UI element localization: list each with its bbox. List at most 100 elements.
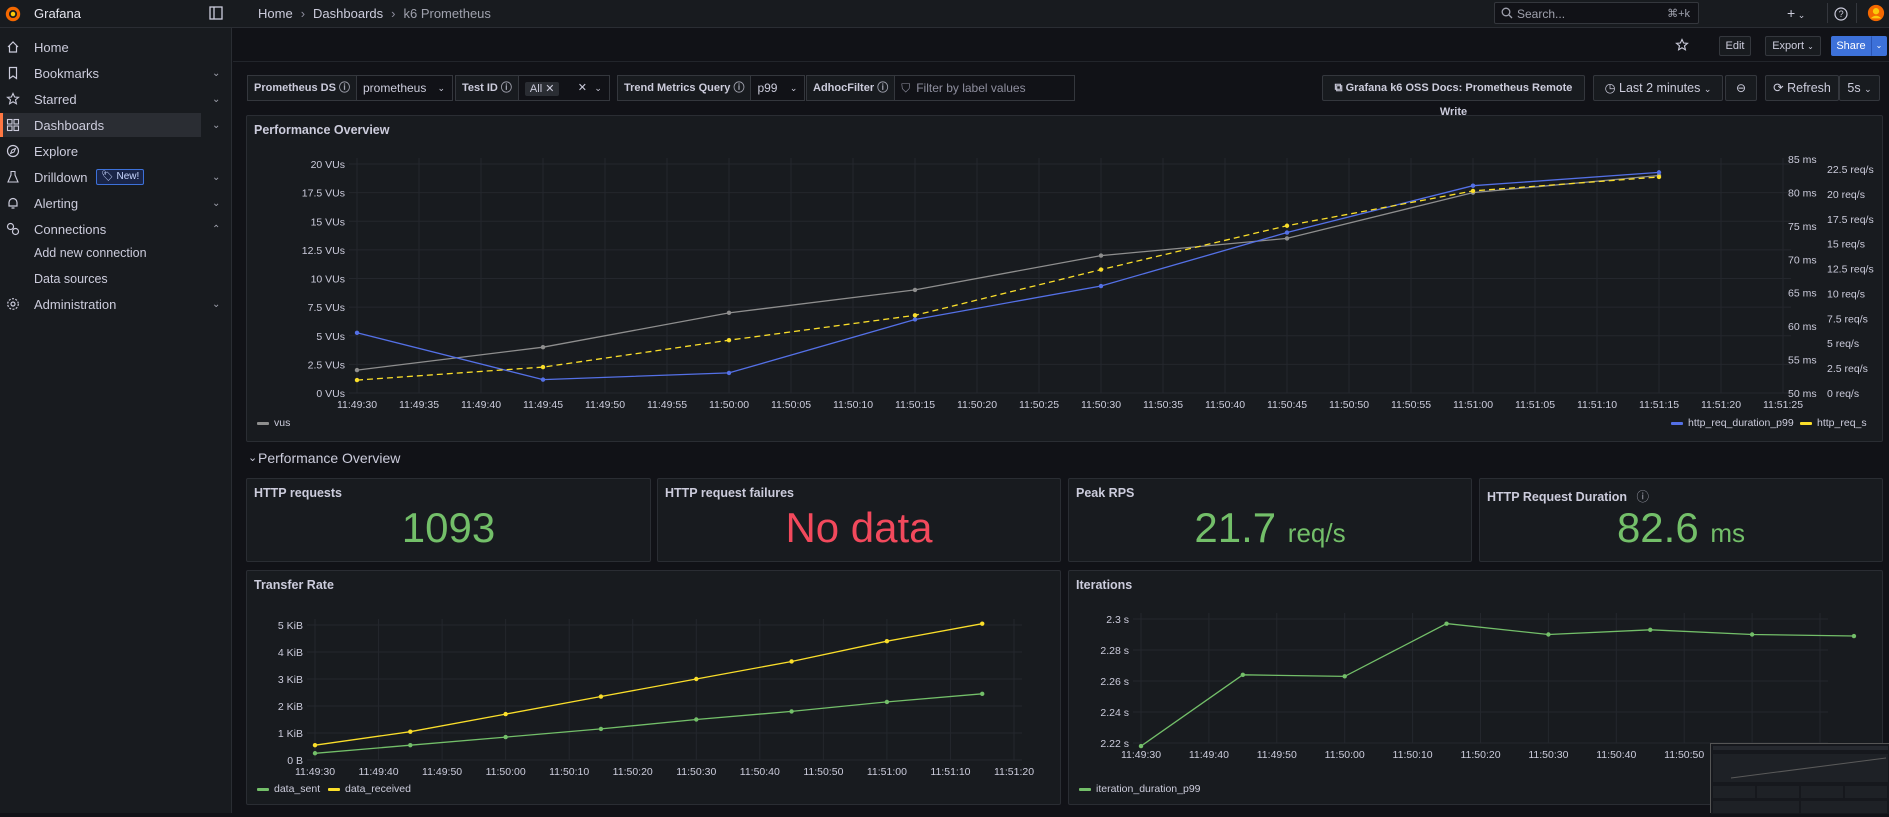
legend-iteration-duration[interactable]: iteration_duration_p99 [1079, 783, 1201, 795]
variable-label: Trend Metrics Query ⓘ [617, 75, 752, 101]
stat-panel-http-failures: HTTP request failures No data [657, 478, 1061, 562]
sidebar-item-administration[interactable]: Administration ⌄ [0, 292, 220, 316]
legend-http-req-s[interactable]: http_req_s [1800, 417, 1867, 429]
refresh-interval-select[interactable]: 5s ⌄ [1839, 75, 1880, 101]
data-point [354, 330, 360, 336]
compass-icon [6, 144, 20, 158]
series-line-vus [356, 174, 1660, 371]
performance-overview-chart: 0 VUs 2.5 VUs 5 VUs 7.5 VUs 10 VUs 12.5 VUs 15… [302, 154, 1874, 411]
x-tick-label: 11:50:50 [1664, 749, 1704, 761]
row-collapse-chevron-icon[interactable]: ⌄ [248, 452, 258, 464]
test-id-select[interactable]: All ✕ ✕ ⌄ [518, 75, 610, 101]
legend-http-req-duration[interactable]: http_req_duration_p99 [1671, 417, 1794, 429]
chevron-down-icon[interactable]: ⌄ [212, 93, 221, 105]
sidebar-item-label: Explore [34, 143, 79, 159]
series-line-iteration-duration-p99 [1140, 622, 1855, 747]
stat-panel-peak-rps: Peak RPS 21.7 req/s [1068, 478, 1472, 562]
panel-title: HTTP Request Duration ⓘ [1487, 490, 1650, 504]
zoom-out-icon[interactable]: ⊖ [1725, 75, 1757, 101]
adhoc-filter-input[interactable]: ⛉ Filter by label values [895, 75, 1076, 101]
refresh-icon: ⟳ [1773, 81, 1784, 95]
x-tick-label: 11:49:40 [358, 766, 398, 778]
x-tick-label: 11:51:20 [1701, 399, 1741, 411]
y-tick-label-right: 75 ms [1788, 221, 1817, 233]
new-plus-icon[interactable]: + ⌄ [1787, 5, 1806, 21]
x-tick-label: 11:49:50 [585, 399, 625, 411]
grafana-logo-icon[interactable] [4, 5, 22, 23]
chevron-down-icon[interactable]: ⌄ [212, 298, 221, 310]
legend-swatch [328, 787, 340, 791]
y-tick-label-right: 5 req/s [1827, 338, 1859, 350]
search-input[interactable]: Search... ⌘+k [1494, 2, 1699, 24]
y-tick-label: 2 KiB [278, 701, 303, 713]
data-point [312, 751, 318, 756]
bookmark-icon [8, 66, 18, 80]
info-icon: ⓘ [877, 82, 889, 94]
star-icon[interactable] [1675, 38, 1689, 52]
share-button[interactable]: Share [1831, 36, 1871, 56]
legend-data-received[interactable]: data_received [328, 783, 411, 795]
x-tick-label: 11:50:30 [1081, 399, 1121, 411]
data-point [1098, 267, 1104, 272]
docs-link-button[interactable]: ⧉ Grafana k6 OSS Docs: Prometheus Remote… [1322, 75, 1585, 118]
sidebar-item-alerting[interactable]: Alerting ⌄ [0, 191, 220, 215]
chevron-down-icon: ⌄ [789, 83, 798, 93]
filter-icon: ⛉ [901, 81, 911, 95]
drilldown-icon [7, 170, 19, 183]
sidebar-item-drilldown[interactable]: Drilldown 🏷 New! ⌄ [0, 165, 220, 189]
breadcrumb-dashboards[interactable]: Dashboards [313, 6, 384, 21]
y-tick-label: 2.22 s [1100, 738, 1129, 750]
sidebar-item-dashboards[interactable]: Dashboards ⌄ [0, 113, 220, 137]
data-point [912, 317, 918, 322]
y-tick-label: 17.5 VUs [302, 188, 345, 200]
edit-button[interactable]: Edit [1719, 36, 1751, 56]
dock-menu-icon[interactable] [209, 6, 223, 20]
sidebar-item-bookmarks[interactable]: Bookmarks ⌄ [0, 61, 220, 85]
legend-vus[interactable]: vus [257, 417, 290, 429]
y-tick-label: 0 VUs [316, 388, 345, 400]
info-icon: ⓘ [1636, 490, 1650, 504]
breadcrumb-home[interactable]: Home [258, 6, 293, 21]
sidebar-item-label: Drilldown [34, 169, 88, 185]
chevron-down-icon[interactable]: ⌄ [212, 197, 221, 209]
y-tick-label: 20 VUs [311, 159, 345, 171]
chevron-down-icon[interactable]: ⌄ [212, 171, 221, 183]
refresh-button[interactable]: ⟳ Refresh [1765, 75, 1839, 101]
data-point [503, 711, 508, 717]
data-point [694, 717, 699, 722]
app-title[interactable]: Grafana [34, 6, 81, 21]
x-tick-label: 11:49:50 [1257, 749, 1297, 761]
sidebar-item-explore[interactable]: Explore [0, 139, 201, 163]
time-range-picker[interactable]: ◷ Last 2 minutes ⌄ [1593, 75, 1723, 101]
sidebar-item-label: Home [34, 39, 69, 55]
x-tick-label: 11:49:30 [337, 399, 377, 411]
data-point [726, 338, 732, 343]
sidebar-item-add-new-connection[interactable]: Add new connection [34, 246, 147, 260]
stat-value: 1093 [401, 504, 496, 551]
cog-icon [7, 298, 19, 310]
x-tick-label: 11:49:55 [647, 399, 687, 411]
chevron-down-icon[interactable]: ⌄ [212, 119, 221, 131]
user-avatar-icon[interactable] [1866, 4, 1886, 22]
trend-metrics-select[interactable]: p99 ⌄ [751, 75, 806, 101]
chevron-up-icon[interactable]: ⌃ [212, 223, 221, 235]
help-icon[interactable]: ? [1834, 5, 1848, 23]
sidebar-item-starred[interactable]: Starred ⌄ [0, 87, 220, 111]
chevron-down-icon[interactable]: ⌄ [212, 67, 221, 79]
prometheus-ds-select[interactable]: prometheus ⌄ [356, 75, 453, 101]
share-dropdown-chevron-icon[interactable]: ⌄ [1871, 36, 1887, 56]
breadcrumb: Home › Dashboards › k6 Prometheus [258, 6, 491, 21]
legend-data-sent[interactable]: data_sent [257, 783, 320, 795]
x-tick-label: 11:50:50 [803, 766, 843, 778]
data-point [726, 310, 732, 316]
legend-swatch [1671, 421, 1683, 425]
x-tick-label: 11:49:40 [1189, 749, 1229, 761]
sidebar-item-data-sources[interactable]: Data sources [34, 272, 108, 286]
export-button[interactable]: Export ⌄ [1765, 36, 1821, 56]
row-title[interactable]: Performance Overview [258, 450, 401, 466]
data-point [540, 345, 546, 350]
x-tick-label: 11:49:35 [399, 399, 439, 411]
sidebar-item-connections[interactable]: Connections ⌃ [0, 217, 220, 241]
variable-label: Test ID ⓘ [455, 75, 519, 101]
sidebar-item-home[interactable]: Home [0, 35, 201, 59]
